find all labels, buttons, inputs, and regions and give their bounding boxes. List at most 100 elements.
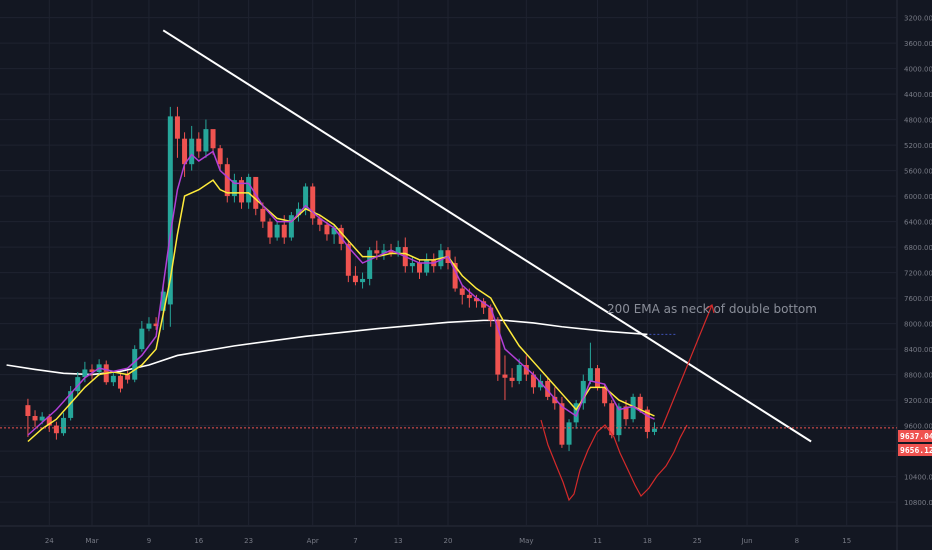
candle-body bbox=[125, 374, 131, 380]
candle-body bbox=[139, 328, 145, 350]
candle-body bbox=[409, 263, 415, 267]
candle-body bbox=[360, 278, 366, 283]
price-tick-label: 3600.00 bbox=[904, 40, 932, 48]
candle-body bbox=[481, 301, 487, 308]
candle-body bbox=[424, 259, 430, 273]
time-tick-label: 7 bbox=[353, 537, 357, 545]
candle-body bbox=[210, 129, 216, 149]
candle-body bbox=[345, 243, 351, 276]
price-tick-label: 3200.00 bbox=[904, 15, 932, 23]
price-tick-label: 4800.00 bbox=[904, 117, 932, 125]
candle-body bbox=[217, 148, 223, 165]
candle-body bbox=[281, 224, 287, 238]
price-tick-label: 8000.00 bbox=[904, 321, 932, 329]
price-tick-label: 10400.00 bbox=[904, 474, 932, 482]
candle-body bbox=[39, 416, 45, 421]
price-tick-label: 8800.00 bbox=[904, 372, 932, 380]
candle-body bbox=[25, 405, 31, 416]
candle-body bbox=[616, 406, 622, 436]
candle-body bbox=[75, 377, 81, 392]
candle-body bbox=[516, 365, 522, 381]
candle-body bbox=[167, 116, 173, 305]
time-tick-label: 8 bbox=[795, 537, 799, 545]
candle-body bbox=[381, 250, 387, 254]
price-tick-label: 7200.00 bbox=[904, 270, 932, 278]
price-tick-label: 5200.00 bbox=[904, 142, 932, 150]
candle-body bbox=[68, 391, 74, 418]
candle-body bbox=[189, 138, 195, 165]
candle-body bbox=[466, 294, 472, 299]
annotation-text[interactable]: 200 EMA as neck of double bottom bbox=[607, 302, 817, 316]
candle-body bbox=[303, 186, 309, 209]
candle-body bbox=[417, 263, 423, 273]
candle-body bbox=[630, 396, 636, 420]
candle-body bbox=[32, 416, 38, 421]
time-tick-label: Mar bbox=[85, 537, 98, 545]
price-label-2-bg bbox=[898, 444, 932, 456]
candle-body bbox=[552, 396, 558, 404]
candle-body bbox=[488, 307, 494, 321]
time-tick-label: 13 bbox=[394, 537, 403, 545]
candle-body bbox=[459, 288, 465, 295]
descending-trendline bbox=[162, 29, 812, 443]
moving-averages bbox=[27, 150, 655, 443]
ma-purple-series bbox=[27, 150, 655, 436]
price-tick-label: 6000.00 bbox=[904, 193, 932, 201]
price-tick-label: 5600.00 bbox=[904, 168, 932, 176]
price-tick-label: 6400.00 bbox=[904, 219, 932, 227]
candle-body bbox=[573, 403, 579, 423]
candle-body bbox=[509, 377, 515, 381]
candle-body bbox=[374, 250, 380, 254]
candle-body bbox=[623, 406, 629, 420]
candle-body bbox=[153, 323, 159, 327]
time-axis[interactable]: 24 Mar 9 16 23 Apr 7 13 20 May 11 18 25 Jun 8 15 bbox=[45, 537, 851, 545]
price-tick-label: 8400.00 bbox=[904, 346, 932, 354]
candle-body bbox=[587, 368, 593, 381]
price-tick-label: 4000.00 bbox=[904, 66, 932, 74]
time-tick-label: Jun bbox=[741, 537, 753, 545]
candle-body bbox=[117, 375, 123, 389]
candle-body bbox=[538, 380, 544, 388]
price-tick-label: 9600.00 bbox=[904, 423, 932, 431]
candle-body bbox=[495, 320, 501, 375]
price-axis[interactable]: 3200.00 3600.00 4000.00 4400.00 4800.00 5200.… bbox=[904, 15, 932, 508]
candle-body bbox=[317, 218, 323, 225]
candle-body bbox=[267, 221, 273, 238]
candle-body bbox=[231, 180, 237, 197]
time-tick-label: 16 bbox=[194, 537, 203, 545]
candle-body bbox=[523, 365, 529, 375]
candle-body bbox=[82, 369, 88, 378]
time-tick-label: 23 bbox=[244, 537, 253, 545]
time-tick-label: 25 bbox=[693, 537, 702, 545]
candle-body bbox=[182, 138, 188, 165]
candle-body bbox=[637, 396, 643, 410]
price-label-1-bg bbox=[898, 430, 932, 442]
candle-body bbox=[473, 298, 479, 302]
candle-body bbox=[295, 208, 301, 216]
candle-body bbox=[530, 374, 536, 388]
price-labels: 9637.04 9656.12 bbox=[898, 430, 932, 456]
candle-body bbox=[246, 176, 252, 203]
double-bottom-sketch[interactable] bbox=[540, 304, 715, 502]
time-tick-label: 18 bbox=[643, 537, 652, 545]
time-tick-label: 11 bbox=[593, 537, 602, 545]
candle-body bbox=[559, 403, 565, 445]
projection-arrow-line bbox=[661, 304, 713, 429]
candle-body bbox=[580, 380, 586, 404]
double-bottom-curve bbox=[540, 419, 688, 502]
candle-body bbox=[203, 129, 209, 152]
candle-body bbox=[132, 349, 138, 380]
candle-body bbox=[253, 176, 259, 209]
trendline[interactable] bbox=[162, 29, 812, 443]
candle-body bbox=[609, 403, 615, 436]
time-tick-label: 9 bbox=[147, 537, 151, 545]
candle-body bbox=[239, 180, 245, 203]
candle-body bbox=[502, 374, 508, 378]
candle-body bbox=[602, 387, 608, 404]
candle-body bbox=[61, 417, 67, 434]
candle-body bbox=[310, 186, 316, 219]
candle-body bbox=[566, 422, 572, 445]
candle-body bbox=[367, 250, 373, 279]
